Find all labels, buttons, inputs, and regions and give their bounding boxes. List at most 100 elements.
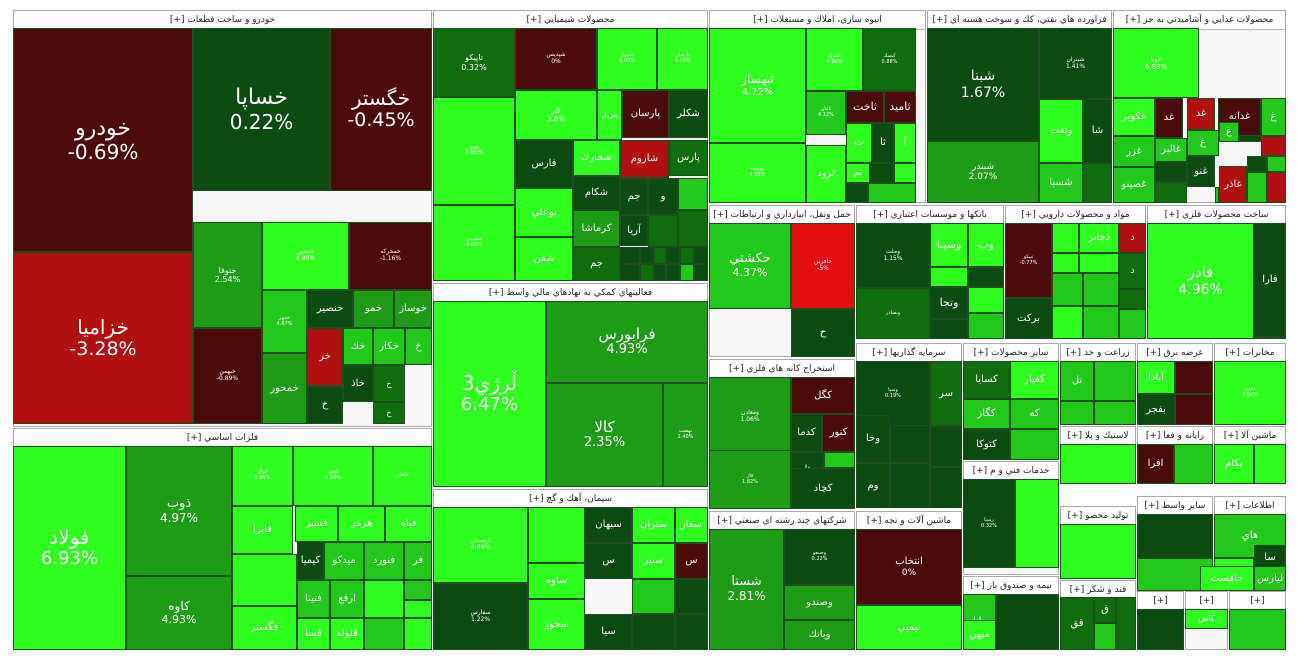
stock-tile-mini[interactable] (968, 287, 1004, 313)
stock-tile[interactable]: وب (968, 223, 1004, 267)
stock-tile[interactable]: وتفت (1039, 99, 1083, 163)
stock-tile-mini[interactable] (1083, 273, 1119, 306)
stock-tile[interactable]: ثا (872, 123, 894, 163)
stock-tile-mini[interactable] (1060, 401, 1094, 425)
stock-tile[interactable]: سبهان (585, 507, 632, 543)
stock-tile[interactable]: افرا (1137, 444, 1174, 484)
stock-tile[interactable]: فباهنر (373, 446, 432, 506)
stock-tile[interactable]: خاذ (343, 365, 373, 402)
stock-tile[interactable]: جم (573, 247, 620, 281)
stock-tile[interactable]: شكام (573, 176, 620, 210)
stock-tile[interactable]: غالبر (1155, 138, 1187, 162)
stock-tile[interactable]: غ (1219, 122, 1239, 142)
stock-tile-mini[interactable] (1137, 514, 1213, 558)
stock-tile-mini[interactable] (528, 507, 585, 563)
stock-tile-mini[interactable] (894, 163, 916, 183)
stock-tile[interactable]: پارسان (622, 90, 669, 138)
stock-tile[interactable]: فادر 4.96% (1147, 223, 1254, 339)
stock-tile[interactable]: كيميا (297, 542, 324, 580)
stock-tile[interactable]: كچاد (791, 468, 855, 509)
stock-tile[interactable]: شكلر (669, 90, 708, 138)
stock-tile-mini[interactable] (1119, 309, 1146, 339)
stock-tile[interactable]: خمحور 4.99% (262, 222, 349, 290)
stock-tile-mini[interactable] (404, 580, 432, 600)
stock-tile[interactable]: وملت 1.15% (856, 223, 930, 288)
stock-tile-mini[interactable] (1116, 597, 1136, 650)
stock-tile[interactable]: خمو (353, 290, 394, 328)
stock-tile-mini[interactable] (675, 614, 708, 650)
stock-tile[interactable]: غ (1261, 98, 1286, 136)
stock-tile[interactable]: كالا 2.35% (546, 383, 663, 487)
stock-tile-mini[interactable] (1094, 623, 1116, 650)
stock-tile-mini[interactable] (1175, 394, 1213, 425)
stock-tile[interactable]: كسايا (963, 361, 1010, 399)
stock-tile[interactable]: سنير (632, 543, 675, 579)
stock-tile[interactable]: كگاز (963, 399, 1010, 429)
sector-header[interactable]: محصولات غذايي و آشاميدني به جز [+] (1114, 11, 1285, 30)
stock-tile[interactable]: آ (894, 123, 916, 163)
stock-tile[interactable]: وبانك (784, 620, 855, 650)
stock-tile-mini[interactable] (364, 580, 404, 618)
stock-tile[interactable]: خبهمن -0.89% (193, 328, 262, 424)
stock-tile-mini[interactable] (1215, 187, 1219, 203)
stock-tile-mini[interactable] (930, 267, 968, 287)
stock-tile[interactable]: ستران (632, 507, 675, 543)
stock-tile[interactable]: خساپا 0.22% (193, 28, 330, 191)
stock-tile[interactable]: خمحركه -1.16% (349, 222, 432, 290)
stock-tile-mini[interactable] (968, 267, 1004, 287)
stock-tile[interactable]: د (1119, 223, 1146, 253)
stock-tile-mini[interactable] (1247, 172, 1267, 203)
stock-tile[interactable]: خمهر 4.67% (262, 290, 307, 353)
stock-tile[interactable]: دجابر (1079, 223, 1119, 253)
stock-tile[interactable]: كه (1010, 399, 1059, 429)
stock-tile[interactable]: ذوب 4.97% (126, 446, 232, 576)
stock-tile-mini[interactable] (930, 319, 968, 339)
stock-tile[interactable]: خنصير (307, 290, 353, 328)
stock-tile[interactable]: فولاژ 6.99% (232, 446, 293, 506)
stock-tile[interactable]: ث (846, 123, 872, 163)
stock-tile[interactable]: شبنا 1.67% (927, 28, 1039, 141)
stock-tile-mini[interactable] (1052, 306, 1083, 339)
stock-tile[interactable]: ميهن (963, 620, 996, 650)
stock-tile[interactable]: فاز 1.82% (709, 450, 791, 509)
stock-tile[interactable]: هرمز (338, 506, 385, 542)
stock-tile[interactable]: قق (1060, 597, 1094, 650)
stock-tile-mini[interactable] (1175, 361, 1213, 394)
stock-tile-mini[interactable] (675, 579, 708, 614)
stock-tile[interactable]: شستا 2.81% (709, 529, 784, 650)
stock-tile-mini[interactable] (1010, 429, 1059, 460)
stock-tile-mini[interactable] (648, 215, 678, 247)
stock-tile-mini[interactable] (1052, 273, 1083, 306)
stock-tile[interactable]: وصندو (784, 585, 855, 620)
stock-tile[interactable]: پارسان 4.74% (657, 28, 708, 90)
stock-tile[interactable]: كگل (791, 377, 855, 414)
stock-tile[interactable]: وسينا (930, 223, 968, 267)
stock-tile[interactable]: شپديس 0% (515, 28, 597, 90)
stock-tile[interactable]: ختوقا 2.54% (193, 222, 262, 328)
stock-tile[interactable]: غد (1187, 98, 1215, 130)
stock-tile[interactable]: خ (405, 328, 432, 365)
stock-tile-mini[interactable] (694, 264, 708, 281)
stock-tile[interactable]: وم (856, 463, 890, 508)
stock-tile-mini[interactable] (620, 264, 640, 281)
stock-tile[interactable]: فسبز (295, 506, 338, 542)
stock-tile[interactable]: غد (1155, 98, 1183, 138)
stock-tile-mini[interactable] (1247, 156, 1267, 172)
stock-tile-mini[interactable] (890, 463, 930, 508)
stock-tile[interactable]: س (585, 543, 632, 579)
stock-tile-mini[interactable] (1052, 223, 1079, 253)
stock-tile[interactable]: وصنعو 0.22% (784, 529, 855, 585)
stock-tile[interactable]: فر (404, 542, 432, 580)
stock-tile[interactable]: غنو (1187, 156, 1215, 187)
stock-tile-mini[interactable] (1052, 253, 1079, 273)
stock-tile-mini[interactable] (868, 183, 916, 203)
stock-tile[interactable]: كلر 3.8% (515, 90, 597, 140)
stock-tile[interactable]: ارفع (330, 580, 364, 618)
stock-tile[interactable]: ثامید (884, 91, 916, 123)
stock-tile[interactable]: نوري 3.65% (433, 97, 515, 205)
stock-tile-mini[interactable] (1155, 162, 1187, 182)
stock-tile[interactable]: بركت (1005, 298, 1052, 339)
stock-tile-mini[interactable] (1155, 182, 1187, 203)
stock-tile[interactable]: ثبهساز 4.72% (709, 28, 806, 143)
stock-tile-mini[interactable] (640, 264, 654, 281)
